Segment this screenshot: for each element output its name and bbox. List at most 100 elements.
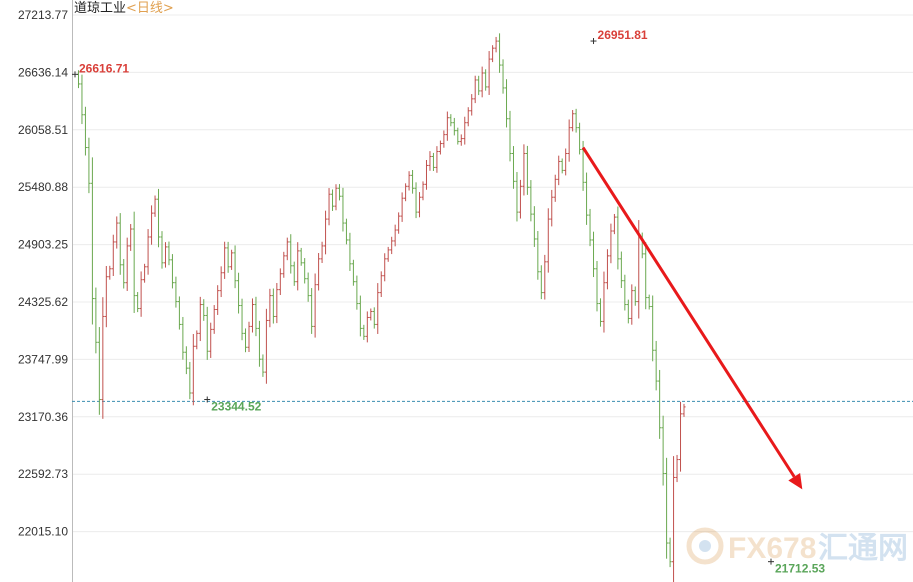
ohlc-bar [671, 456, 676, 582]
ohlc-bar [177, 296, 181, 330]
ohlc-bar [491, 45, 495, 63]
ohlc-bar [243, 328, 248, 353]
ohlc-bar [529, 180, 533, 222]
ohlc-bar [376, 283, 380, 334]
ohlc-bar [449, 114, 453, 127]
ohlc-bar [334, 184, 338, 211]
price-tick-label: 24325.62 [18, 295, 68, 309]
ohlc-bar [383, 253, 387, 282]
price-tick-label: 22015.10 [18, 525, 68, 539]
ohlc-bar [428, 151, 432, 171]
ohlc-bar [518, 179, 523, 219]
ohlc-bar [261, 354, 265, 377]
ohlc-bar [410, 169, 415, 194]
trend-arrow-shaft [581, 146, 796, 478]
ohlc-bar [567, 119, 571, 162]
ohlc-bar [341, 187, 345, 232]
ohlc-bar [344, 218, 349, 245]
ohlc-bar [546, 208, 550, 273]
ohlc-bar [504, 79, 509, 128]
ohlc-bar [122, 258, 126, 289]
ohlc-bar [609, 223, 613, 264]
ohlc-bar [108, 265, 112, 280]
ohlc-bar [497, 33, 502, 73]
ohlc-bar [125, 237, 129, 291]
ohlc-bar [205, 306, 209, 360]
ohlc-bar [104, 265, 108, 328]
ohlc-bar [675, 454, 679, 483]
price-tick-label: 27213.77 [18, 8, 68, 22]
ohlc-bar [595, 260, 599, 312]
ohlc-bar [463, 116, 467, 145]
trend-arrow [581, 146, 803, 490]
ohlc-bar [351, 259, 355, 286]
ohlc-bar [303, 258, 307, 284]
ohlc-bar [584, 172, 589, 225]
ohlc-bar [539, 265, 543, 300]
ohlc-bar [240, 298, 244, 341]
ohlc-bar [285, 237, 289, 261]
ohlc-bar [195, 330, 199, 350]
ohlc-bar [129, 224, 133, 251]
ohlc-bar [230, 249, 234, 270]
ohlc-bar [358, 295, 362, 337]
ohlc-bar [362, 324, 366, 340]
ohlc-bar [299, 247, 303, 266]
ohlc-bar [602, 271, 606, 333]
ohlc-bar [578, 122, 582, 155]
ohlc-bar [87, 137, 91, 194]
ohlc-bar [543, 254, 547, 300]
ohlc-bar [111, 234, 115, 277]
ohlc-bar [393, 224, 397, 247]
ohlc-bar [386, 246, 390, 262]
ohlc-bar [397, 212, 401, 234]
ohlc-bar [156, 188, 161, 248]
ohlc-bar [379, 271, 383, 298]
ohlc-bar [167, 241, 171, 266]
ohlc-bar [212, 305, 216, 334]
ohlc-bar [118, 213, 122, 275]
price-tick-label: 26636.14 [18, 65, 68, 79]
ohlc-bar [101, 297, 105, 419]
ohlc-bar [223, 241, 227, 279]
ohlc-bar [202, 299, 206, 321]
ohlc-bar [404, 183, 408, 202]
ohlc-bar [421, 181, 425, 201]
high-label: 26951.81 [598, 28, 648, 42]
ohlc-bar [435, 146, 439, 173]
ohlc-bar [365, 311, 369, 343]
watermark: FX678 汇通网 [686, 527, 908, 565]
ohlc-bar [515, 172, 519, 222]
ohlc-bar [80, 74, 84, 125]
ohlc-bar [184, 346, 188, 375]
ohlc-bar [115, 216, 119, 249]
ohlc-bar [149, 205, 154, 245]
ohlc-bar [508, 110, 512, 162]
ohlc-bar [236, 272, 241, 314]
ohlc-bar [264, 308, 268, 384]
price-annotations: 26616.71 23344.52 26951.81 21712.53 [72, 28, 825, 576]
ohlc-bar [574, 108, 578, 133]
ohlc-bar [254, 296, 258, 337]
ohlc-bar [424, 159, 429, 190]
price-tick-label: 23170.36 [18, 410, 68, 424]
ohlc-bar [268, 288, 272, 328]
ohlc-bar [598, 298, 603, 327]
ohlc-bar [644, 242, 648, 310]
ohlc-bar [651, 295, 655, 362]
ohlc-bar [445, 111, 449, 141]
price-tick-label: 23747.99 [18, 352, 68, 366]
ohlc-bar [139, 271, 143, 317]
ohlc-bar [163, 242, 168, 268]
ohlc-bar [160, 231, 164, 269]
ohlc-bar [564, 148, 568, 176]
chart-title: 道琼工业 [74, 1, 126, 16]
ohlc-bar [181, 316, 185, 360]
ohlc-bar [400, 192, 404, 222]
ohlc-bar [327, 188, 331, 226]
ohlc-bar [407, 171, 411, 191]
ohlc-bar [619, 251, 623, 289]
ohlc-bar [330, 189, 335, 211]
watermark-logo-inner-icon [699, 540, 711, 552]
